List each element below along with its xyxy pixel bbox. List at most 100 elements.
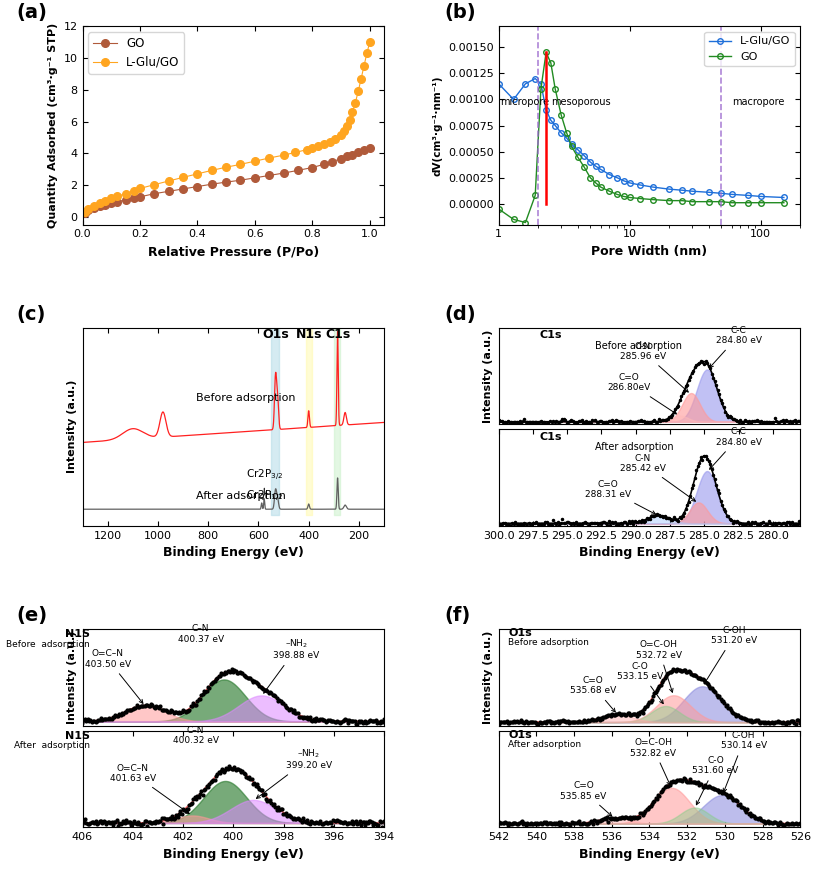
Text: After  adsorption: After adsorption bbox=[14, 741, 90, 750]
GO bbox=[619, 191, 629, 202]
GO bbox=[579, 162, 589, 172]
Y-axis label: Intensity (a.u.): Intensity (a.u.) bbox=[67, 380, 77, 473]
GO bbox=[704, 196, 714, 207]
Text: O=C-OH
532.82 eV: O=C-OH 532.82 eV bbox=[630, 738, 676, 785]
Text: Before  adsorption: Before adsorption bbox=[7, 640, 90, 649]
GO bbox=[336, 153, 346, 164]
L-Glu/GO bbox=[556, 128, 566, 138]
Text: mesoporous: mesoporous bbox=[551, 97, 610, 106]
Y-axis label: Quantity Adsorbed (cm³·g⁻¹ STP): Quantity Adsorbed (cm³·g⁻¹ STP) bbox=[48, 23, 58, 228]
Line: GO: GO bbox=[82, 144, 374, 216]
Text: Cr2P$_{1/2}$: Cr2P$_{1/2}$ bbox=[246, 488, 283, 503]
GO bbox=[521, 217, 530, 228]
Text: (b): (b) bbox=[445, 4, 476, 23]
L-Glu/GO bbox=[313, 141, 323, 151]
GO bbox=[664, 195, 674, 206]
Text: C-OH
530.14 eV: C-OH 530.14 eV bbox=[721, 731, 766, 792]
GO bbox=[207, 179, 217, 189]
Text: C=O
286.80eV: C=O 286.80eV bbox=[607, 373, 676, 414]
GO bbox=[677, 195, 687, 206]
X-axis label: Binding Energy (eV): Binding Energy (eV) bbox=[579, 546, 720, 560]
L-Glu/GO bbox=[677, 185, 687, 195]
Text: C-C
284.80 eV: C-C 284.80 eV bbox=[710, 326, 761, 368]
L-Glu/GO bbox=[336, 129, 346, 140]
GO bbox=[101, 200, 111, 210]
GO bbox=[328, 157, 337, 167]
Text: C-OH
531.20 eV: C-OH 531.20 eV bbox=[705, 626, 757, 684]
GO bbox=[625, 192, 634, 202]
L-Glu/GO bbox=[704, 187, 714, 197]
Text: After adsorption: After adsorption bbox=[196, 491, 285, 501]
Text: O1s: O1s bbox=[262, 328, 289, 341]
Text: After adsorption: After adsorption bbox=[508, 739, 582, 749]
Y-axis label: dV(cm³·g⁻¹·nm⁻¹): dV(cm³·g⁻¹·nm⁻¹) bbox=[432, 76, 442, 176]
L-Glu/GO bbox=[302, 144, 312, 155]
Text: O1s: O1s bbox=[508, 730, 532, 740]
X-axis label: Binding Energy (eV): Binding Energy (eV) bbox=[163, 546, 304, 560]
L-Glu/GO bbox=[318, 139, 328, 150]
GO bbox=[342, 151, 351, 162]
L-Glu/GO bbox=[353, 86, 363, 97]
Text: N1S: N1S bbox=[65, 629, 90, 640]
GO bbox=[95, 202, 105, 212]
L-Glu/GO bbox=[743, 190, 753, 201]
GO bbox=[727, 197, 737, 208]
L-Glu/GO bbox=[250, 156, 260, 166]
L-Glu/GO bbox=[625, 178, 634, 188]
L-Glu/GO bbox=[207, 165, 217, 176]
L-Glu/GO bbox=[178, 172, 188, 183]
GO bbox=[318, 159, 328, 170]
L-Glu/GO bbox=[716, 188, 726, 199]
L-Glu/GO bbox=[356, 73, 366, 84]
GO bbox=[250, 172, 260, 183]
GO bbox=[178, 184, 188, 194]
Text: Before adsorption: Before adsorption bbox=[508, 638, 589, 647]
GO bbox=[279, 168, 289, 179]
Text: –NH$_2$
399.20 eV: –NH$_2$ 399.20 eV bbox=[257, 747, 332, 798]
L-Glu/GO bbox=[359, 61, 369, 71]
L-Glu/GO bbox=[106, 194, 116, 204]
L-Glu/GO bbox=[135, 183, 145, 194]
L-Glu/GO bbox=[573, 144, 582, 155]
L-Glu/GO bbox=[163, 176, 173, 187]
Line: L-Glu/GO: L-Glu/GO bbox=[496, 76, 787, 201]
Y-axis label: Intensity (a.u.): Intensity (a.u.) bbox=[483, 631, 493, 724]
Text: O=C-OH
532.72 eV: O=C-OH 532.72 eV bbox=[636, 641, 682, 693]
X-axis label: Relative Pressure (P/Po): Relative Pressure (P/Po) bbox=[148, 245, 319, 258]
GO bbox=[562, 128, 572, 138]
Text: Cr2P$_{3/2}$: Cr2P$_{3/2}$ bbox=[246, 467, 283, 495]
Text: O1s: O1s bbox=[508, 628, 532, 638]
L-Glu/GO bbox=[648, 182, 658, 193]
Text: C–N
400.32 eV: C–N 400.32 eV bbox=[172, 726, 219, 745]
L-Glu/GO bbox=[562, 133, 572, 143]
GO bbox=[347, 150, 357, 160]
GO bbox=[550, 84, 560, 94]
GO bbox=[743, 197, 753, 208]
L-Glu/GO bbox=[687, 186, 697, 196]
GO bbox=[149, 188, 159, 199]
L-Glu/GO bbox=[347, 106, 357, 117]
L-Glu/GO bbox=[546, 115, 556, 126]
Text: C=O
535.68 eV: C=O 535.68 eV bbox=[570, 676, 616, 712]
GO bbox=[83, 205, 93, 216]
L-Glu/GO bbox=[536, 78, 546, 89]
L-Glu/GO bbox=[579, 150, 589, 161]
L-Glu/GO bbox=[192, 169, 202, 180]
GO bbox=[716, 196, 726, 207]
L-Glu/GO bbox=[83, 203, 93, 214]
GO bbox=[509, 214, 519, 224]
GO bbox=[591, 178, 601, 188]
Text: C1s: C1s bbox=[325, 328, 350, 341]
L-Glu/GO bbox=[112, 191, 122, 202]
GO bbox=[221, 177, 231, 187]
L-Glu/GO bbox=[365, 37, 375, 48]
Text: C1s: C1s bbox=[540, 330, 563, 341]
Legend: L-Glu/GO, GO: L-Glu/GO, GO bbox=[705, 32, 794, 66]
GO bbox=[756, 197, 766, 208]
L-Glu/GO bbox=[264, 153, 274, 164]
GO bbox=[605, 186, 615, 196]
L-Glu/GO bbox=[279, 150, 289, 160]
L-Glu/GO bbox=[779, 192, 789, 202]
L-Glu/GO bbox=[235, 159, 245, 170]
Text: N1S: N1S bbox=[65, 731, 90, 741]
